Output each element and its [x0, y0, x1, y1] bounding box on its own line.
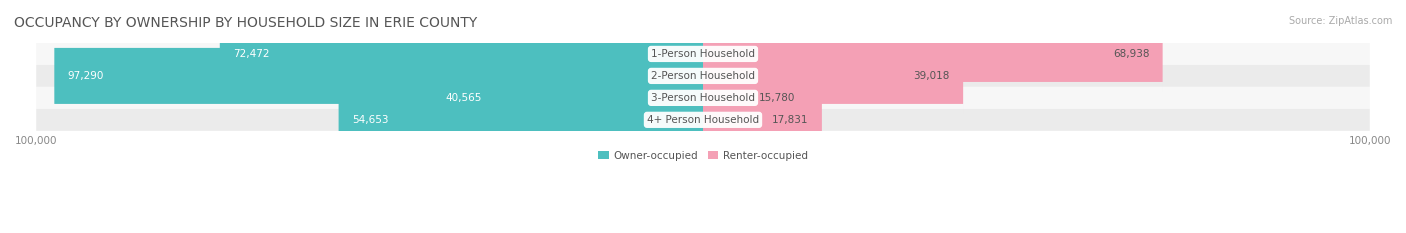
- Text: 3-Person Household: 3-Person Household: [651, 93, 755, 103]
- Text: 17,831: 17,831: [772, 115, 808, 125]
- Text: 1-Person Household: 1-Person Household: [651, 49, 755, 59]
- FancyBboxPatch shape: [703, 16, 1163, 92]
- Text: 15,780: 15,780: [758, 93, 794, 103]
- Text: 97,290: 97,290: [67, 71, 104, 81]
- FancyBboxPatch shape: [703, 60, 808, 136]
- FancyBboxPatch shape: [703, 38, 963, 114]
- Text: 4+ Person Household: 4+ Person Household: [647, 115, 759, 125]
- FancyBboxPatch shape: [37, 87, 1369, 109]
- Legend: Owner-occupied, Renter-occupied: Owner-occupied, Renter-occupied: [595, 147, 811, 165]
- FancyBboxPatch shape: [37, 43, 1369, 65]
- Text: 54,653: 54,653: [352, 115, 388, 125]
- FancyBboxPatch shape: [703, 82, 823, 158]
- Text: Source: ZipAtlas.com: Source: ZipAtlas.com: [1288, 16, 1392, 26]
- Text: 68,938: 68,938: [1112, 49, 1149, 59]
- FancyBboxPatch shape: [339, 82, 703, 158]
- FancyBboxPatch shape: [37, 109, 1369, 131]
- FancyBboxPatch shape: [37, 65, 1369, 87]
- FancyBboxPatch shape: [433, 60, 703, 136]
- Text: 40,565: 40,565: [446, 93, 482, 103]
- Text: OCCUPANCY BY OWNERSHIP BY HOUSEHOLD SIZE IN ERIE COUNTY: OCCUPANCY BY OWNERSHIP BY HOUSEHOLD SIZE…: [14, 16, 477, 30]
- Text: 72,472: 72,472: [233, 49, 270, 59]
- Text: 39,018: 39,018: [914, 71, 950, 81]
- Text: 2-Person Household: 2-Person Household: [651, 71, 755, 81]
- FancyBboxPatch shape: [55, 38, 703, 114]
- FancyBboxPatch shape: [219, 16, 703, 92]
